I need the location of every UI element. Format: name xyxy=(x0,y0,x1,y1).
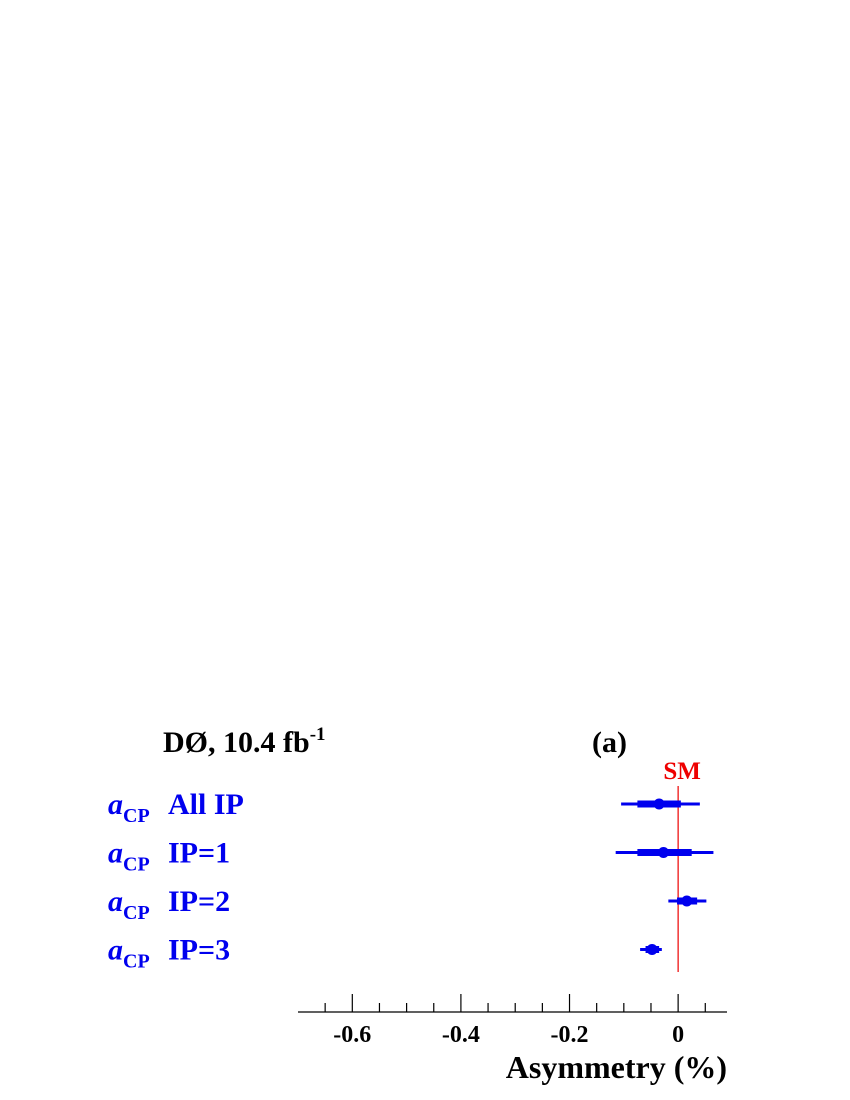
measurement-row: aCP IP=3 xyxy=(108,934,662,973)
lumi-exponent: -1 xyxy=(310,724,326,745)
row-symbol: a xyxy=(108,934,123,967)
panel-label: (a) xyxy=(592,726,627,759)
measurement-row: aCP IP=1 xyxy=(108,837,714,876)
row-subscript: CP xyxy=(123,805,150,827)
row-label: aCP All IP xyxy=(108,788,244,827)
x-axis-title: Asymmetry (%) xyxy=(506,1049,727,1085)
central-value-marker xyxy=(657,847,669,858)
x-tick-label: -0.4 xyxy=(442,1022,480,1048)
row-label: aCP IP=1 xyxy=(108,837,230,876)
row-subscript: CP xyxy=(123,854,150,876)
measurement-row: aCP IP=2 xyxy=(108,885,707,924)
x-tick-label: -0.2 xyxy=(551,1022,589,1048)
row-symbol: a xyxy=(108,788,123,821)
measurement-row: aCP All IP xyxy=(108,788,700,827)
row-name: IP=3 xyxy=(168,934,230,967)
central-value-marker xyxy=(681,895,693,907)
row-subscript: CP xyxy=(123,902,150,924)
experiment-label: DØ, 10.4 fb-1 xyxy=(163,724,326,759)
row-label: aCP IP=2 xyxy=(108,885,230,924)
sm-label: SM xyxy=(663,758,701,785)
central-value-marker xyxy=(653,798,665,810)
row-symbol: a xyxy=(108,885,123,918)
row-name: IP=1 xyxy=(168,837,230,870)
x-tick-label: -0.6 xyxy=(333,1022,371,1048)
row-name: IP=2 xyxy=(168,885,230,918)
row-label: aCP IP=3 xyxy=(108,934,230,973)
row-name: All IP xyxy=(168,788,244,821)
row-subscript: CP xyxy=(123,951,150,973)
x-tick-label: 0 xyxy=(672,1022,684,1048)
row-symbol: a xyxy=(108,837,123,870)
central-value-marker xyxy=(646,944,658,955)
x-axis: -0.6 -0.4 -0.2 0 xyxy=(298,994,727,1048)
